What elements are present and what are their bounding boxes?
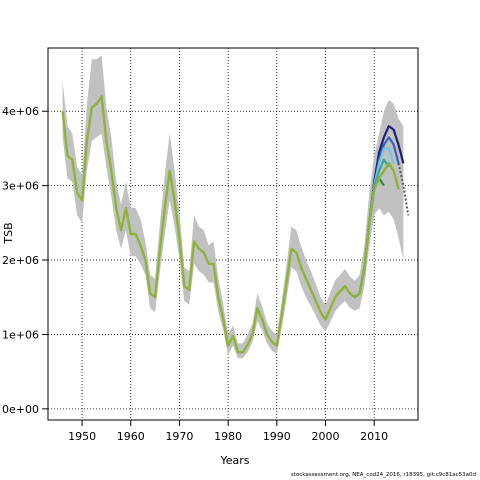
x-tick-label-1990: 1990 [263, 430, 291, 443]
credit-text: stockassessment.org, NEA_cod24_2016, r18… [291, 472, 476, 478]
plot-frame [47, 47, 419, 421]
y-tick-label-1: 1e+06 [2, 328, 39, 341]
y-axis-label: TSB [2, 222, 15, 244]
confidence-band [62, 55, 404, 359]
y-tick-label-0: 0e+00 [2, 403, 39, 416]
x-axis: 1950 1960 1970 1980 1990 2000 2010 [68, 420, 388, 443]
y-tick-label-2: 2e+06 [2, 254, 39, 267]
x-tick-label-2000: 2000 [312, 430, 340, 443]
y-tick-label-3: 3e+06 [2, 180, 39, 193]
y-tick-label-4: 4e+06 [2, 105, 39, 118]
x-tick-label-1970: 1970 [165, 430, 193, 443]
x-tick-label-1950: 1950 [68, 430, 96, 443]
x-axis-label: Years [219, 454, 249, 467]
x-tick-label-2010: 2010 [360, 430, 388, 443]
x-tick-label-1960: 1960 [117, 430, 145, 443]
tsb-main-line [61, 95, 400, 354]
x-tick-label-1980: 1980 [214, 430, 242, 443]
y-axis: 0e+00 1e+06 2e+06 3e+06 4e+06 [2, 105, 48, 416]
